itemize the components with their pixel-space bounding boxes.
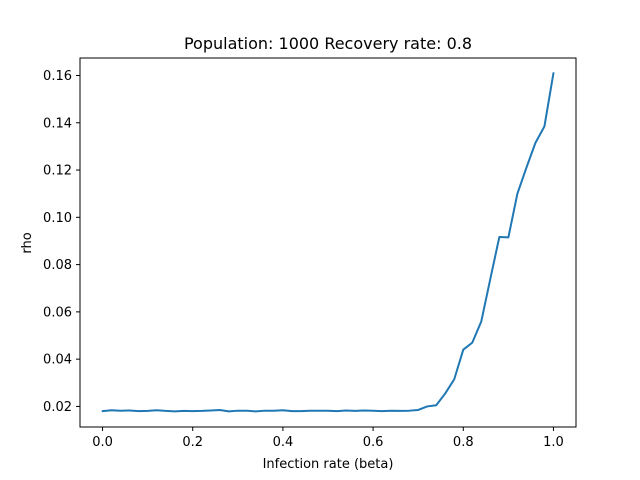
y-tick-label: 0.04	[43, 353, 72, 368]
plot-area	[101, 72, 555, 413]
x-tick-label: 0.2	[182, 435, 203, 450]
series-line	[101, 72, 555, 413]
plot-frame	[79, 57, 577, 428]
x-tick-label: 0.0	[92, 435, 113, 450]
x-axis-ticks: 0.0 0.2 0.4 0.6 0.8 1.0	[92, 427, 564, 450]
y-tick-label: 0.10	[43, 211, 72, 226]
y-tick-label: 0.16	[43, 69, 72, 84]
x-tick-label: 0.4	[273, 435, 294, 450]
y-tick-label: 0.12	[43, 164, 72, 179]
y-tick-label: 0.06	[43, 305, 72, 320]
y-tick-label: 0.14	[43, 116, 72, 131]
y-tick-label: 0.08	[43, 258, 72, 273]
x-tick-label: 0.6	[363, 435, 384, 450]
y-axis-label: rho	[20, 232, 35, 253]
y-tick-label: 0.02	[43, 400, 72, 415]
chart-title: Population: 1000 Recovery rate: 0.8	[184, 34, 472, 53]
x-axis-label: Infection rate (beta)	[263, 457, 394, 472]
x-tick-label: 0.8	[453, 435, 474, 450]
x-tick-label: 1.0	[543, 435, 564, 450]
y-axis-ticks: 0.02 0.04 0.06 0.08 0.10 0.12 0.14 0.16	[43, 69, 80, 415]
